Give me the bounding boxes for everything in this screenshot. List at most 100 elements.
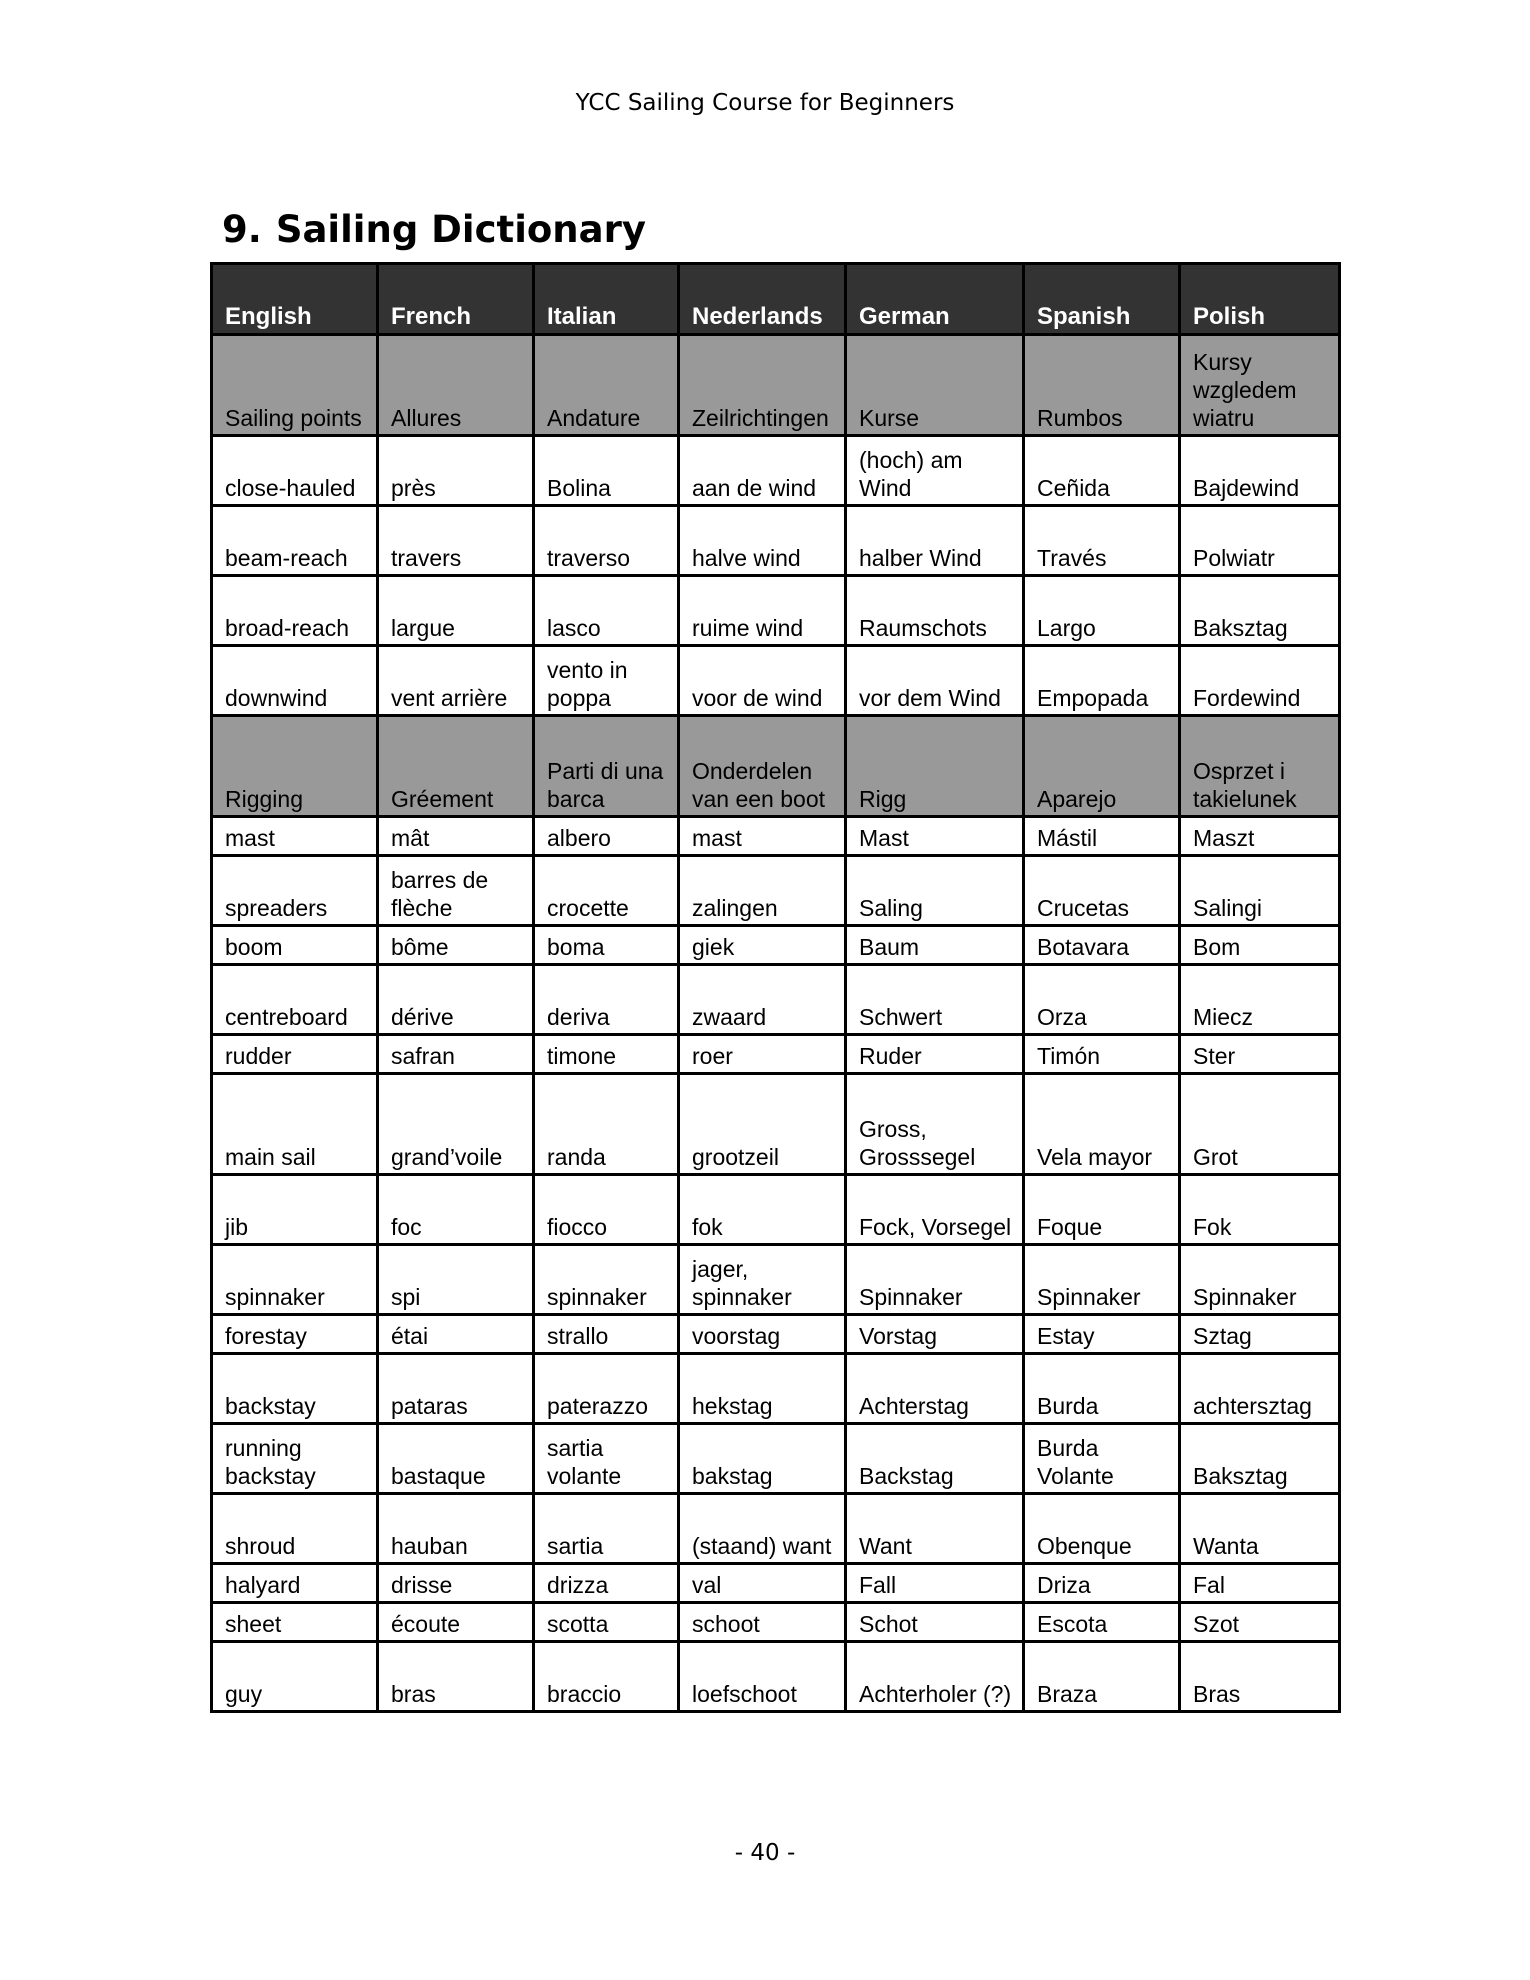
cell-french: barres de flèche <box>376 854 535 927</box>
cell-nederlands: aan de wind <box>677 434 847 507</box>
table-row: spinnaker spi spinnaker jager, spinnaker Spi… <box>210 1243 1341 1316</box>
section-number: 9. <box>222 208 262 251</box>
cell-german: Kurse <box>844 333 1025 437</box>
cell-english: downwind <box>210 644 379 717</box>
table-row: beam-reach travers traverso halve wind halbe… <box>210 504 1341 577</box>
cell-english: shroud <box>210 1492 379 1565</box>
cell-nederlands: val <box>677 1562 847 1604</box>
cell-spanish: Empopada <box>1022 644 1181 717</box>
section-row: Sailing points Allures Andature Zeilrichtin… <box>210 333 1341 437</box>
cell-english: spreaders <box>210 854 379 927</box>
cell-german: Fock, Vorsegel <box>844 1173 1025 1246</box>
cell-spanish: Burda Volante <box>1022 1422 1181 1495</box>
cell-nederlands: mast <box>677 815 847 857</box>
cell-spanish: Timón <box>1022 1033 1181 1075</box>
cell-nederlands: Zeilrichtingen <box>677 333 847 437</box>
cell-nederlands: (staand) want <box>677 1492 847 1565</box>
cell-nederlands: roer <box>677 1033 847 1075</box>
cell-nederlands: halve wind <box>677 504 847 577</box>
cell-german: Rigg <box>844 714 1025 818</box>
cell-italian: boma <box>532 924 680 966</box>
cell-nederlands: loefschoot <box>677 1640 847 1713</box>
table-row: spreaders barres de flèche crocette zalinge… <box>210 854 1341 927</box>
column-header-nederlands: Nederlands <box>677 262 847 336</box>
table-row: downwind vent arrière vento in poppa voor d… <box>210 644 1341 717</box>
cell-german: Gross, Grosssegel <box>844 1072 1025 1176</box>
cell-german: Baum <box>844 924 1025 966</box>
cell-french: Allures <box>376 333 535 437</box>
cell-polish: Kursy wzgledem wiatru <box>1178 333 1341 437</box>
table-row: rudder safran timone roer Ruder Timón Ster <box>210 1033 1341 1075</box>
cell-polish: Fal <box>1178 1562 1341 1604</box>
column-header-polish: Polish <box>1178 262 1341 336</box>
cell-italian: paterazzo <box>532 1352 680 1425</box>
cell-german: Fall <box>844 1562 1025 1604</box>
cell-polish: Salingi <box>1178 854 1341 927</box>
cell-french: drisse <box>376 1562 535 1604</box>
cell-english: boom <box>210 924 379 966</box>
cell-french: spi <box>376 1243 535 1316</box>
table-row: centreboard dérive deriva zwaard Schwert Orza… <box>210 963 1341 1036</box>
cell-polish: Maszt <box>1178 815 1341 857</box>
table-row: halyard drisse drizza val Fall Driza Fal <box>210 1562 1341 1604</box>
cell-german: Mast <box>844 815 1025 857</box>
column-header-german: German <box>844 262 1025 336</box>
cell-nederlands: schoot <box>677 1601 847 1643</box>
cell-english: rudder <box>210 1033 379 1075</box>
cell-spanish: Burda <box>1022 1352 1181 1425</box>
cell-german: Raumschots <box>844 574 1025 647</box>
table-row: main sail grand’voile randa grootzeil Gross,… <box>210 1072 1341 1176</box>
cell-italian: timone <box>532 1033 680 1075</box>
cell-italian: lasco <box>532 574 680 647</box>
cell-spanish: Vela mayor <box>1022 1072 1181 1176</box>
cell-french: mât <box>376 815 535 857</box>
column-header-english: English <box>210 262 379 336</box>
table-row: shroud hauban sartia (staand) want Want Obenq… <box>210 1492 1341 1565</box>
cell-english: close-hauled <box>210 434 379 507</box>
cell-english: forestay <box>210 1313 379 1355</box>
cell-english: Sailing points <box>210 333 379 437</box>
sailing-dictionary-table: English French Italian Nederlands German Span… <box>210 262 1341 1713</box>
cell-italian: vento in poppa <box>532 644 680 717</box>
cell-german: Achterstag <box>844 1352 1025 1425</box>
cell-german: (hoch) am Wind <box>844 434 1025 507</box>
cell-french: bôme <box>376 924 535 966</box>
cell-italian: braccio <box>532 1640 680 1713</box>
table-row: forestay étai strallo voorstag Vorstag Estay S… <box>210 1313 1341 1355</box>
cell-nederlands: zalingen <box>677 854 847 927</box>
cell-spanish: Braza <box>1022 1640 1181 1713</box>
cell-german: Vorstag <box>844 1313 1025 1355</box>
cell-italian: spinnaker <box>532 1243 680 1316</box>
cell-english: beam-reach <box>210 504 379 577</box>
cell-french: bras <box>376 1640 535 1713</box>
section-row: Rigging Gréement Parti di una barca Onderde… <box>210 714 1341 818</box>
cell-nederlands: voor de wind <box>677 644 847 717</box>
cell-german: Backstag <box>844 1422 1025 1495</box>
cell-nederlands: fok <box>677 1173 847 1246</box>
cell-polish: Fok <box>1178 1173 1341 1246</box>
cell-polish: Baksztag <box>1178 1422 1341 1495</box>
cell-spanish: Orza <box>1022 963 1181 1036</box>
cell-german: Schot <box>844 1601 1025 1643</box>
table-row: boom bôme boma giek Baum Botavara Bom <box>210 924 1341 966</box>
cell-french: grand’voile <box>376 1072 535 1176</box>
cell-german: vor dem Wind <box>844 644 1025 717</box>
cell-english: spinnaker <box>210 1243 379 1316</box>
cell-german: Saling <box>844 854 1025 927</box>
cell-spanish: Mástil <box>1022 815 1181 857</box>
cell-italian: fiocco <box>532 1173 680 1246</box>
cell-english: backstay <box>210 1352 379 1425</box>
cell-nederlands: grootzeil <box>677 1072 847 1176</box>
cell-nederlands: giek <box>677 924 847 966</box>
cell-italian: Andature <box>532 333 680 437</box>
cell-spanish: Spinnaker <box>1022 1243 1181 1316</box>
cell-spanish: Escota <box>1022 1601 1181 1643</box>
cell-polish: Bras <box>1178 1640 1341 1713</box>
cell-spanish: Obenque <box>1022 1492 1181 1565</box>
table-row: mast mât albero mast Mast Mástil Maszt <box>210 815 1341 857</box>
cell-italian: Parti di una barca <box>532 714 680 818</box>
cell-spanish: Ceñida <box>1022 434 1181 507</box>
column-header-italian: Italian <box>532 262 680 336</box>
cell-spanish: Estay <box>1022 1313 1181 1355</box>
cell-french: Gréement <box>376 714 535 818</box>
